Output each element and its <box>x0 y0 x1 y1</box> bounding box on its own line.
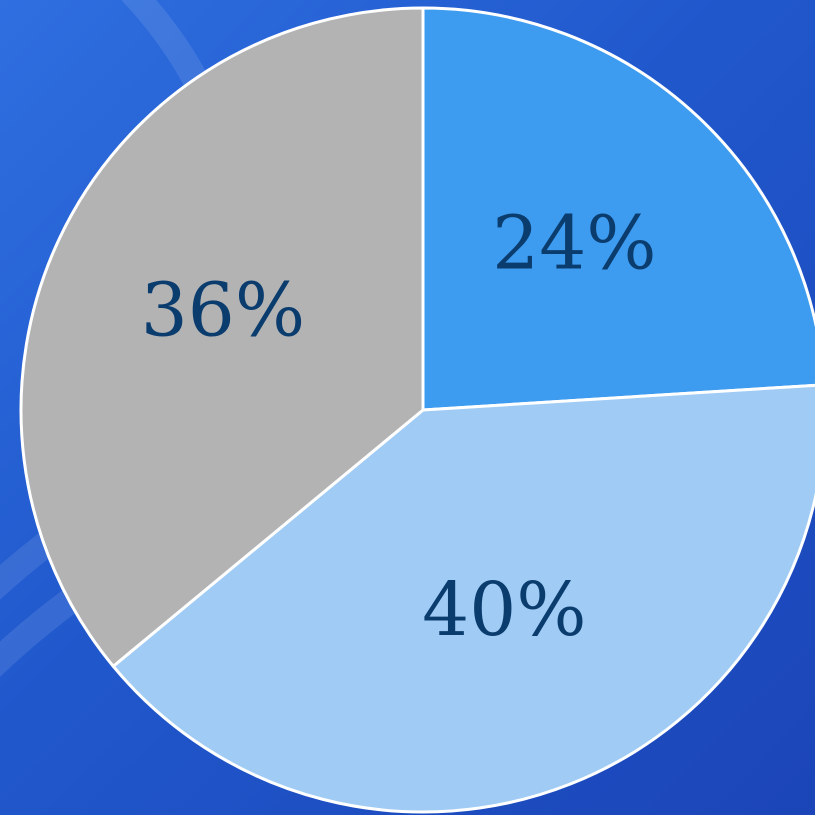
pie-slice-0 <box>421 6 815 412</box>
pie-slice-label-2: 36% <box>141 267 305 353</box>
pie-slice-2 <box>19 6 425 668</box>
pie-slice-label-1: 40% <box>422 567 586 653</box>
pie-slice-1 <box>111 383 815 814</box>
pie-labels: 24% 40% 36% <box>141 200 657 653</box>
pie-slice-label-0: 24% <box>492 200 656 286</box>
pie-slices <box>19 6 815 814</box>
